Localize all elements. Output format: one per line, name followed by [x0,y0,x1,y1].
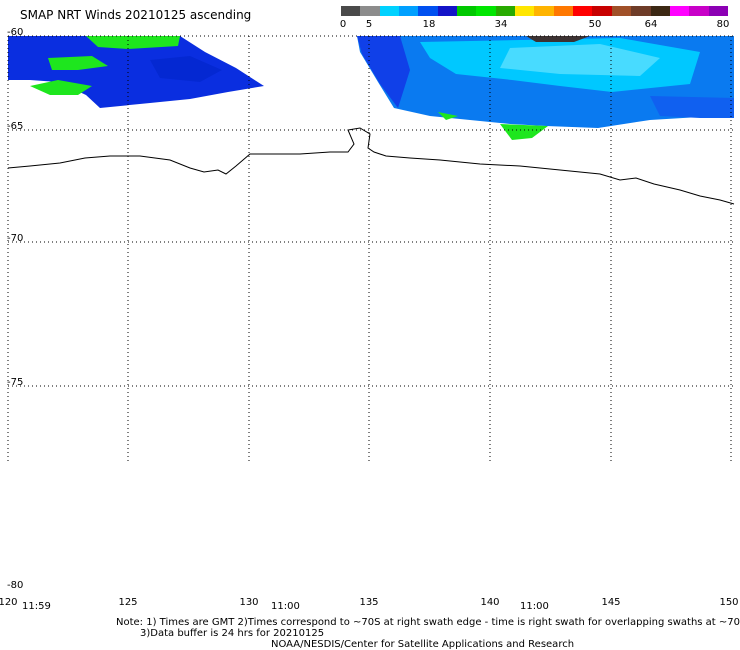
colorbar-segment [418,6,438,16]
lon-label: 150 [719,597,739,608]
colorbar-segment [437,6,458,16]
colorbar-segment [708,6,728,16]
lat-label: -80 [7,580,24,591]
colorbar-segment [669,6,690,16]
colorbar-tick: 0 [339,19,347,30]
colorbar-segment [476,6,496,16]
swath-time: 11:00 [271,601,300,612]
colorbar-tick-labels: 0 5 18 34 50 64 80 [339,19,730,31]
note-line-2: 3)Data buffer is 24 hrs for 20210125 [140,628,325,639]
colorbar-segment [399,6,419,16]
colorbar-tick: 5 [365,19,373,30]
lon-label: 120 [0,597,18,608]
swath-time: 11:59 [22,601,51,612]
colorbar-segment [495,6,516,16]
lat-label: -75 [7,377,24,388]
colorbar-tick: 80 [716,19,730,30]
colorbar-segment [457,6,477,16]
colorbar-segment [573,6,593,16]
colorbar-segment [360,6,380,16]
wind-swath-left [8,36,264,108]
colorbar-segment [379,6,400,16]
colorbar-tick: 34 [494,19,508,30]
colorbar-tick: 64 [644,19,658,30]
lat-label: -60 [7,27,24,38]
lon-label: 135 [359,597,379,608]
graticule [7,35,734,464]
lon-label: 145 [601,597,621,608]
map-title: SMAP NRT Winds 20210125 ascending [20,8,252,22]
antarctic-coastline [7,127,735,205]
credit-line: NOAA/NESDIS/Center for Satellite Applica… [271,639,575,650]
swath-time: 11:00 [520,601,549,612]
colorbar-segment [341,6,361,16]
colorbar-segment [534,6,554,16]
colorbar-tick: 18 [422,19,436,30]
lon-label: 130 [239,597,259,608]
colorbar-segment [611,6,632,16]
colorbar-segment [553,6,574,16]
note-line-1: Note: 1) Times are GMT 2)Times correspon… [116,617,740,628]
wind-swath-right [357,36,734,140]
lat-label: -70 [7,233,24,244]
lon-label: 125 [118,597,138,608]
colorbar-tick: 50 [588,19,602,30]
colorbar-segment [592,6,612,16]
colorbar-segment [689,6,709,16]
wind-speed-colorbar [341,6,728,16]
lat-label: -65 [7,121,24,132]
colorbar-segment [515,6,535,16]
colorbar-segment [650,6,670,16]
lon-label: 140 [480,597,500,608]
colorbar-segment [631,6,651,16]
